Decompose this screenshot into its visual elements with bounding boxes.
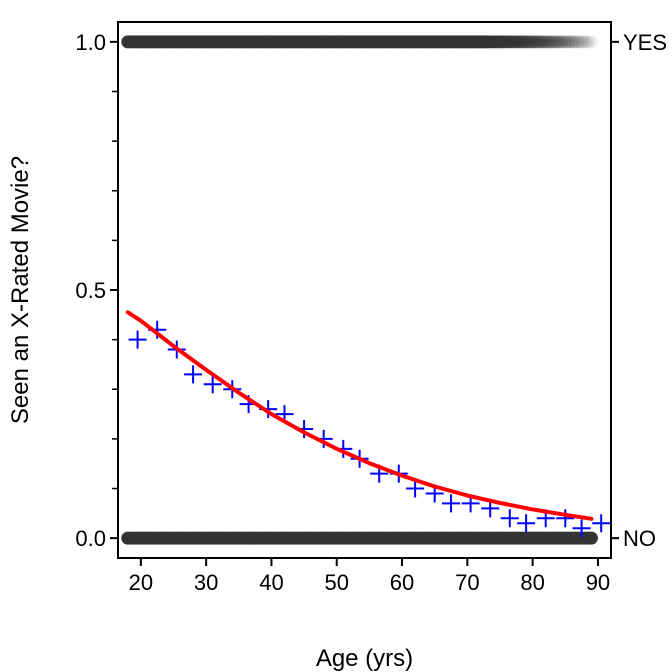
raw-point-yes (539, 35, 553, 49)
x-tick-label: 80 (520, 570, 544, 595)
raw-point-yes (584, 35, 598, 49)
raw-point-yes (565, 35, 579, 49)
x-tick-label: 40 (259, 570, 283, 595)
y-tick-label: 0.5 (75, 278, 106, 303)
proportion-plus-marker (442, 494, 461, 513)
raw-point-yes (535, 35, 549, 49)
raw-points-layer (121, 35, 598, 545)
y-tick-label: 1.0 (75, 30, 106, 55)
x-tick-label: 20 (129, 570, 153, 595)
right-side-labels: YES NO (611, 30, 667, 551)
logistic-fit-line (125, 310, 594, 521)
proportion-plus-marker (128, 330, 147, 349)
plot-frame (117, 21, 612, 559)
raw-point-yes (532, 35, 546, 49)
proportion-plus-marker (500, 509, 519, 528)
raw-point-yes (548, 35, 562, 49)
x-tick-label: 50 (325, 570, 349, 595)
y-axis-title: Seen an X-Rated Movie? (7, 156, 34, 424)
right-label: NO (623, 526, 656, 551)
raw-point-yes (552, 35, 566, 49)
x-tick-label: 60 (390, 570, 414, 595)
raw-point-yes (575, 35, 589, 49)
raw-point-yes (571, 35, 585, 49)
raw-point-yes (542, 35, 556, 49)
raw-point-yes (555, 35, 569, 49)
x-tick-label: 90 (586, 570, 610, 595)
raw-point-no (584, 531, 598, 545)
raw-point-yes (581, 35, 595, 49)
x-tick-label: 70 (455, 570, 479, 595)
proportion-plus-marker (517, 514, 536, 533)
right-label: YES (623, 30, 667, 55)
raw-point-yes (558, 35, 572, 49)
proportion-plus-marker (556, 509, 575, 528)
y-axis: 0.0 0.5 1.0 (75, 30, 118, 551)
x-axis: 20 30 40 50 60 70 80 90 (129, 558, 610, 595)
x-axis-title: Age (yrs) (316, 645, 413, 672)
raw-point-yes (578, 35, 592, 49)
raw-point-yes (545, 35, 559, 49)
raw-point-yes (568, 35, 582, 49)
proportion-plus-marker (592, 514, 611, 533)
proportion-plus-marker (184, 365, 203, 384)
raw-point-yes (562, 35, 576, 49)
binned-proportion-markers (128, 320, 611, 538)
proportion-plus-marker (572, 519, 591, 538)
proportion-plus-marker (203, 375, 222, 394)
proportion-plus-marker (406, 479, 425, 498)
y-tick-label: 0.0 (75, 526, 106, 551)
x-tick-label: 30 (194, 570, 218, 595)
